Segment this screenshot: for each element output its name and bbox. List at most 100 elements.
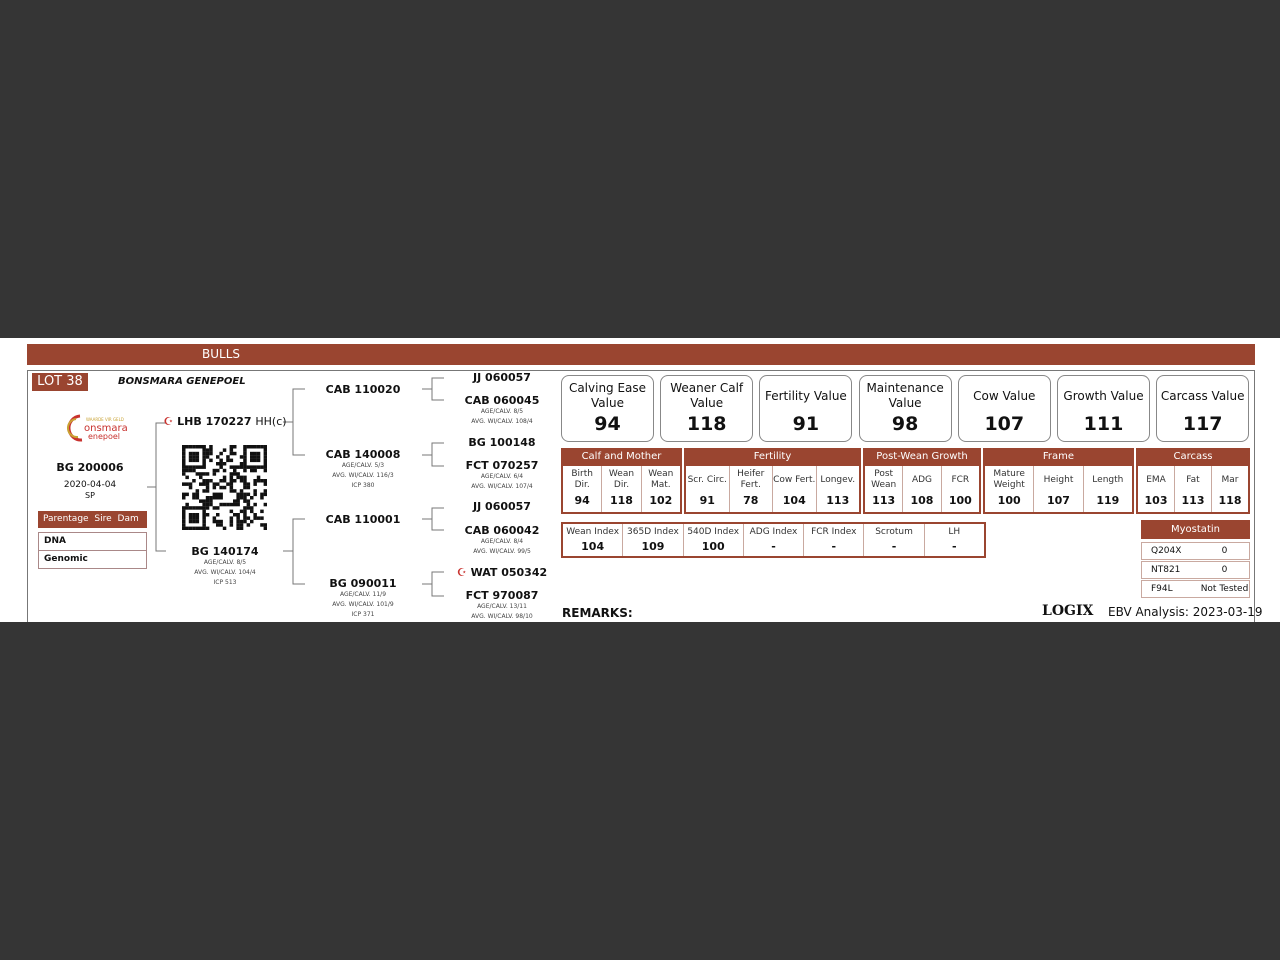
sire-id: LHB 170227 [177,415,252,428]
index-value: 109 [641,540,665,553]
summary-label: Growth Value [1063,388,1144,403]
summary-label: Weaner Calf Value [670,381,744,410]
index-label: Scrotum [875,526,913,537]
index-label: 365D Index [627,526,679,537]
myostatin-result: Not Tested [1200,584,1249,594]
animal-id: BG 200006 [56,461,124,474]
summary-box-4: Cow Value 107 [957,375,1051,442]
summary-value: 107 [984,413,1025,435]
summary-label: Calving Ease Value [568,381,647,410]
index-cell: ADG Index - [744,524,805,556]
ebv-cell: Fat 113 [1175,466,1212,512]
ebv-cell: Mar 118 [1212,466,1248,512]
ebv-value: 104 [782,494,806,507]
parentage-header: Parentage Sire Dam [38,511,147,528]
index-table: Wean Index 104 365D Index 109 540D Index 100 A… [561,522,986,558]
ebv-label: Wean Mat. [648,469,674,490]
summary-value: 94 [594,413,621,435]
great-grandparent-row: CAB 060042 [465,524,540,537]
index-label: LH [948,526,961,537]
summary-box-1: Weaner Calf Value 118 [660,375,754,442]
myostatin-result: 0 [1221,565,1228,575]
parentage-genomic: Genomic [38,550,147,569]
animal-code: SP [85,491,95,500]
marker-icon: ☪ [456,566,471,579]
ebv-cell: Longev. 113 [817,466,860,512]
ebv-label: Length [1092,474,1124,485]
summary-box-6: Carcass Value 117 [1156,375,1250,442]
group-header: Fertility [684,448,861,466]
category-banner: BULLS [27,344,1255,365]
ebv-cell: Height 107 [1034,466,1084,512]
index-value: - [891,540,897,553]
breeder-name: BONSMARA GENEPOEL [118,376,246,387]
ebv-value: 113 [872,494,896,507]
great-grandparent: CAB 060042 AGE/CALV. 8/4 AVG. WI/CALV. 99/… [465,524,540,557]
parentage-dna: DNA [38,532,147,551]
great-grandparent: BG 100148 [468,436,535,449]
index-value: - [952,540,957,553]
lot-frame [27,370,1255,622]
group-header: Carcass [1136,448,1250,466]
ebv-value: 100 [997,494,1021,507]
great-grandparent-detail: AGE/CALV. 13/11 [477,603,527,610]
myostatin-row: NT821 0 [1141,561,1250,579]
grandparent: BG 090011 AGE/CALV. 11/9 AVG. WI/CALV. 101… [329,577,396,620]
great-grandparent: JJ 060057 [473,500,531,513]
ebv-cell: Wean Mat. 102 [642,466,680,512]
svg-text:onsmara: onsmara [84,423,128,434]
great-grandparent-id: CAB 060045 [464,394,540,407]
great-grandparent: JJ 060057 [473,371,531,384]
myostatin-marker: F94L [1151,584,1173,594]
grandparent: CAB 110020 [326,383,401,396]
ebv-value: 113 [826,494,850,507]
ebv-value: 91 [699,494,715,507]
dam-avg-wi: AVG. WI/CALV. 104/4 [194,569,256,576]
index-label: FCR Index [811,526,857,537]
group-header: Calf and Mother [561,448,682,466]
index-cell: LH - [925,524,984,556]
group-cells: Post Wean 113 ADG 108 FCR 100 [863,466,981,514]
great-grandparent: FCT 070257 AGE/CALV. 6/4 AVG. WI/CALV. 107… [466,459,539,492]
great-grandparent-id: CAB 060042 [464,524,540,537]
great-grandparent: CAB 060045 AGE/CALV. 8/5 AVG. WI/CALV. 108… [465,394,540,427]
ebv-analysis-date: EBV Analysis: 2023-03-19 [1108,605,1263,619]
ebv-value: 113 [1181,494,1205,507]
sire-suffix: HH(c) [255,415,287,428]
ebv-cell: Cow Fert. 104 [773,466,817,512]
group-header: Post-Wean Growth [863,448,981,466]
summary-box-0: Calving Ease Value 94 [561,375,654,442]
ebv-cell: Heifer Fert. 78 [730,466,773,512]
ebv-value: 119 [1096,494,1120,507]
ebv-value: 94 [574,494,590,507]
ebv-cell: FCR 100 [942,466,979,512]
myostatin-header: Myostatin [1141,520,1250,539]
pedigree-lines [147,377,444,597]
great-grandparent-row: CAB 060045 [465,394,540,407]
great-grandparent-detail: AGE/CALV. 6/4 [480,473,524,480]
index-label: ADG Index [749,526,798,537]
lot-number: LOT 38 [32,373,88,391]
lot-sheet: BULLS LOT 38 BONSMARA GENEPOEL onsmara e… [0,338,1280,622]
grandparent-detail: AGE/CALV. 5/3 [341,462,385,469]
great-grandparent-detail: AVG. WI/CALV. 108/4 [471,418,533,425]
summary-label: Cow Value [973,388,1036,403]
dam-age-calv: AGE/CALV. 8/5 [203,559,247,566]
index-cell: Scrotum - [864,524,925,556]
ebv-label: ADG [911,474,933,485]
ebv-label: Post Wean [871,469,897,490]
ebv-value: 118 [1218,494,1242,507]
group-cells: Scr. Circ. 91 Heifer Fert. 78 Cow Fert. 104 Lo… [684,466,861,514]
ebv-label: Longev. [820,474,856,485]
great-grandparent-row: JJ 060057 [473,371,531,384]
ebv-cell: EMA 103 [1138,466,1175,512]
dam-icp: ICP 513 [213,579,237,586]
birth-date: 2020-04-04 [63,480,117,490]
ebv-cell: Mature Weight 100 [985,466,1035,512]
group-cells: Mature Weight 100 Height 107 Length 119 [983,466,1134,514]
grandparent-id: CAB 140008 [325,448,401,461]
ebv-label: Scr. Circ. [687,474,727,485]
ebv-cell: ADG 108 [903,466,942,512]
great-grandparent: ☪ WAT 050342 [457,566,547,579]
qr-code[interactable] [182,445,267,530]
